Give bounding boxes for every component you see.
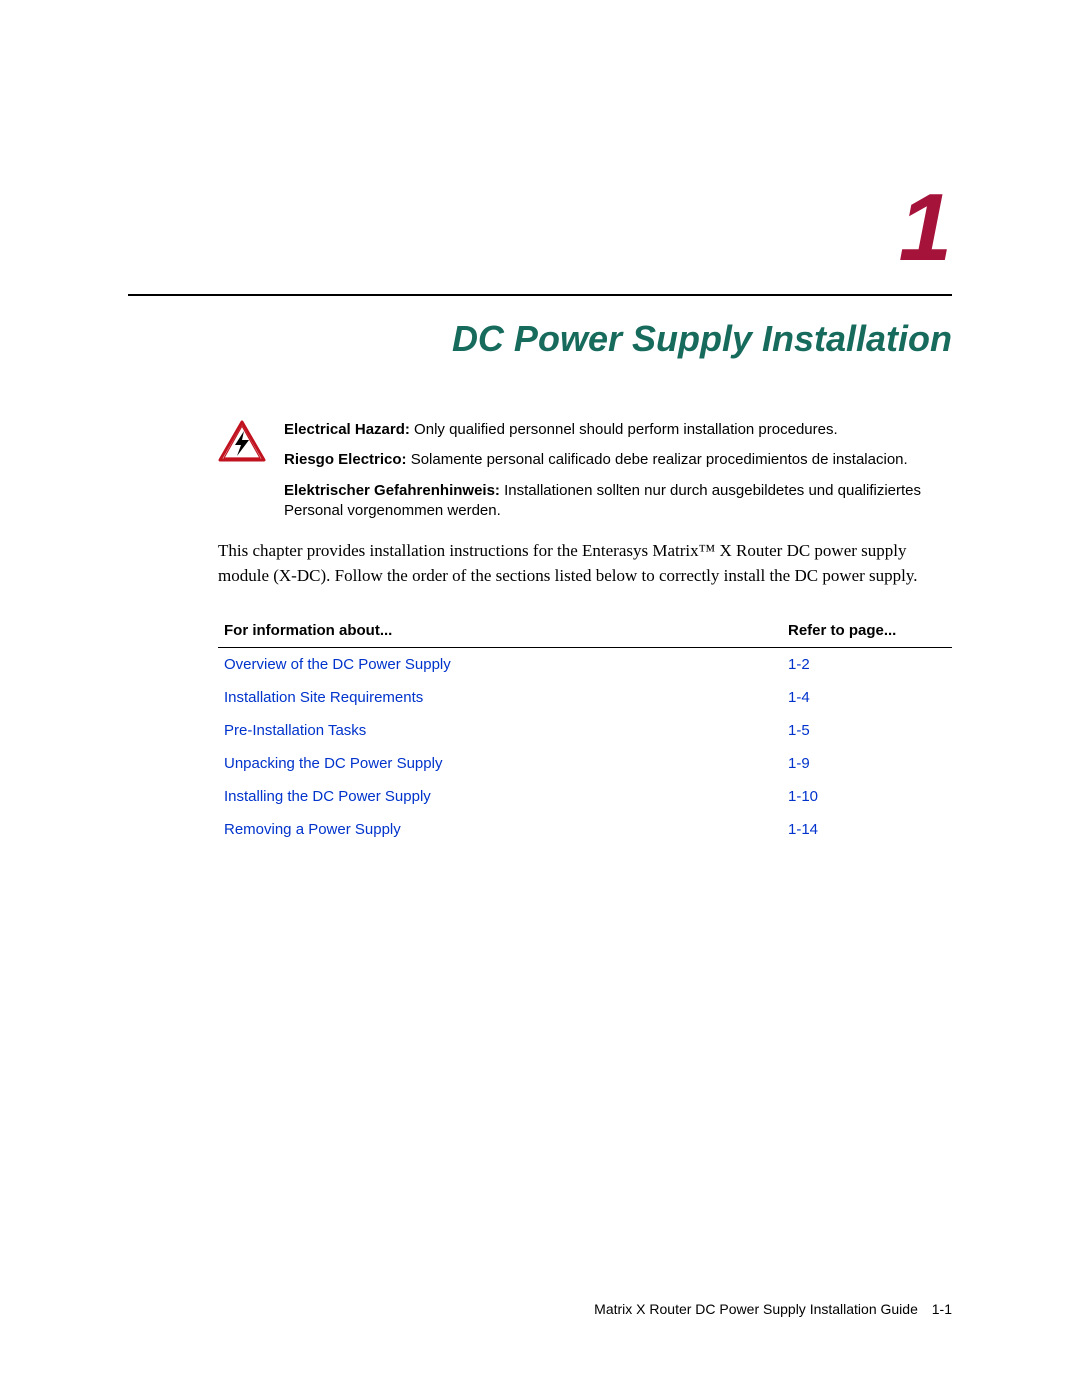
warning-line-en: Electrical Hazard: Only qualified person…	[284, 420, 952, 440]
chapter-number: 1	[128, 180, 952, 276]
footer-guide-title: Matrix X Router DC Power Supply Installa…	[594, 1301, 918, 1317]
toc-link[interactable]: Installation Site Requirements	[224, 689, 423, 706]
toc-header-left: For information about...	[218, 614, 782, 648]
toc-body: Overview of the DC Power Supply 1-2 Inst…	[218, 648, 952, 847]
chapter-rule	[128, 294, 952, 296]
toc-row: Installation Site Requirements 1-4	[218, 681, 952, 714]
intro-paragraph: This chapter provides installation instr…	[218, 539, 952, 588]
warning-line-es: Riesgo Electrico: Solamente personal cal…	[284, 450, 952, 470]
document-page: 1 DC Power Supply Installation Electrica…	[0, 0, 1080, 1397]
electrical-hazard-icon	[218, 420, 266, 464]
toc-row: Unpacking the DC Power Supply 1-9	[218, 747, 952, 780]
toc-row: Installing the DC Power Supply 1-10	[218, 780, 952, 813]
warning-text-group: Electrical Hazard: Only qualified person…	[284, 420, 952, 521]
warning-label: Riesgo Electrico:	[284, 451, 407, 468]
toc-link[interactable]: Overview of the DC Power Supply	[224, 656, 451, 673]
toc-table: For information about... Refer to page..…	[218, 614, 952, 846]
toc-page[interactable]: 1-5	[782, 714, 952, 747]
toc-link[interactable]: Pre-Installation Tasks	[224, 722, 366, 739]
chapter-title: DC Power Supply Installation	[128, 318, 952, 360]
warning-body: Solamente personal calificado debe reali…	[407, 451, 908, 468]
toc-page[interactable]: 1-9	[782, 747, 952, 780]
warning-block: Electrical Hazard: Only qualified person…	[218, 420, 952, 521]
toc-page[interactable]: 1-2	[782, 648, 952, 682]
footer-page-number: 1-1	[932, 1301, 952, 1317]
toc-link[interactable]: Removing a Power Supply	[224, 821, 401, 838]
toc-row: Pre-Installation Tasks 1-5	[218, 714, 952, 747]
toc-page[interactable]: 1-10	[782, 780, 952, 813]
page-footer: Matrix X Router DC Power Supply Installa…	[594, 1301, 952, 1317]
toc-row: Removing a Power Supply 1-14	[218, 813, 952, 846]
toc-link[interactable]: Installing the DC Power Supply	[224, 788, 431, 805]
warning-line-de: Elektrischer Gefahrenhinweis: Installati…	[284, 481, 952, 522]
warning-body: Only qualified personnel should perform …	[410, 421, 838, 438]
toc-page[interactable]: 1-4	[782, 681, 952, 714]
toc-link[interactable]: Unpacking the DC Power Supply	[224, 755, 442, 772]
warning-label: Electrical Hazard:	[284, 421, 410, 438]
toc-page[interactable]: 1-14	[782, 813, 952, 846]
toc-row: Overview of the DC Power Supply 1-2	[218, 648, 952, 682]
toc-header-right: Refer to page...	[782, 614, 952, 648]
warning-label: Elektrischer Gefahrenhinweis:	[284, 482, 500, 499]
